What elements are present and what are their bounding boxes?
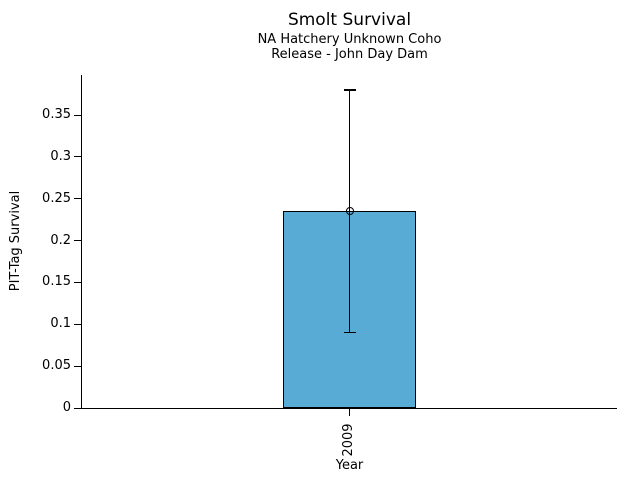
chart-subtitle-stock: NA Hatchery Unknown Coho [257, 32, 442, 47]
y-tick-label: 0.35 [42, 107, 71, 123]
plot-area: 2009 0 0.05 0.1 0.15 0.2 0.25 0.3 0.35 [42, 75, 617, 457]
y-tick-label: 0.3 [50, 148, 71, 164]
y-tick-label: 0.25 [42, 190, 71, 206]
chart-title: Smolt Survival [287, 10, 412, 30]
y-tick-mark [74, 407, 81, 409]
error-bar-cap-top [343, 89, 356, 91]
y-tick-label: 0.05 [42, 358, 71, 374]
error-bar-cap-bottom [343, 331, 356, 334]
y-tick-label: 0.1 [50, 316, 71, 332]
y-tick-mark [74, 281, 81, 283]
y-tick-mark [74, 198, 81, 200]
x-axis-label: Year [335, 458, 364, 473]
x-tick-mark [349, 409, 350, 416]
chart-subtitle-release: Release - John Day Dam [271, 47, 428, 62]
y-axis-label: PIT-Tag Survival [8, 190, 23, 292]
y-tick-mark [74, 240, 81, 242]
mean-marker [345, 207, 354, 216]
y-tick-label: 0 [62, 400, 71, 415]
y-tick-mark [74, 156, 81, 158]
y-tick-mark [74, 114, 81, 116]
y-tick-mark [74, 323, 81, 325]
y-tick-mark [74, 365, 81, 367]
y-tick-label: 0.15 [42, 274, 71, 290]
y-tick-label: 0.2 [50, 232, 71, 248]
